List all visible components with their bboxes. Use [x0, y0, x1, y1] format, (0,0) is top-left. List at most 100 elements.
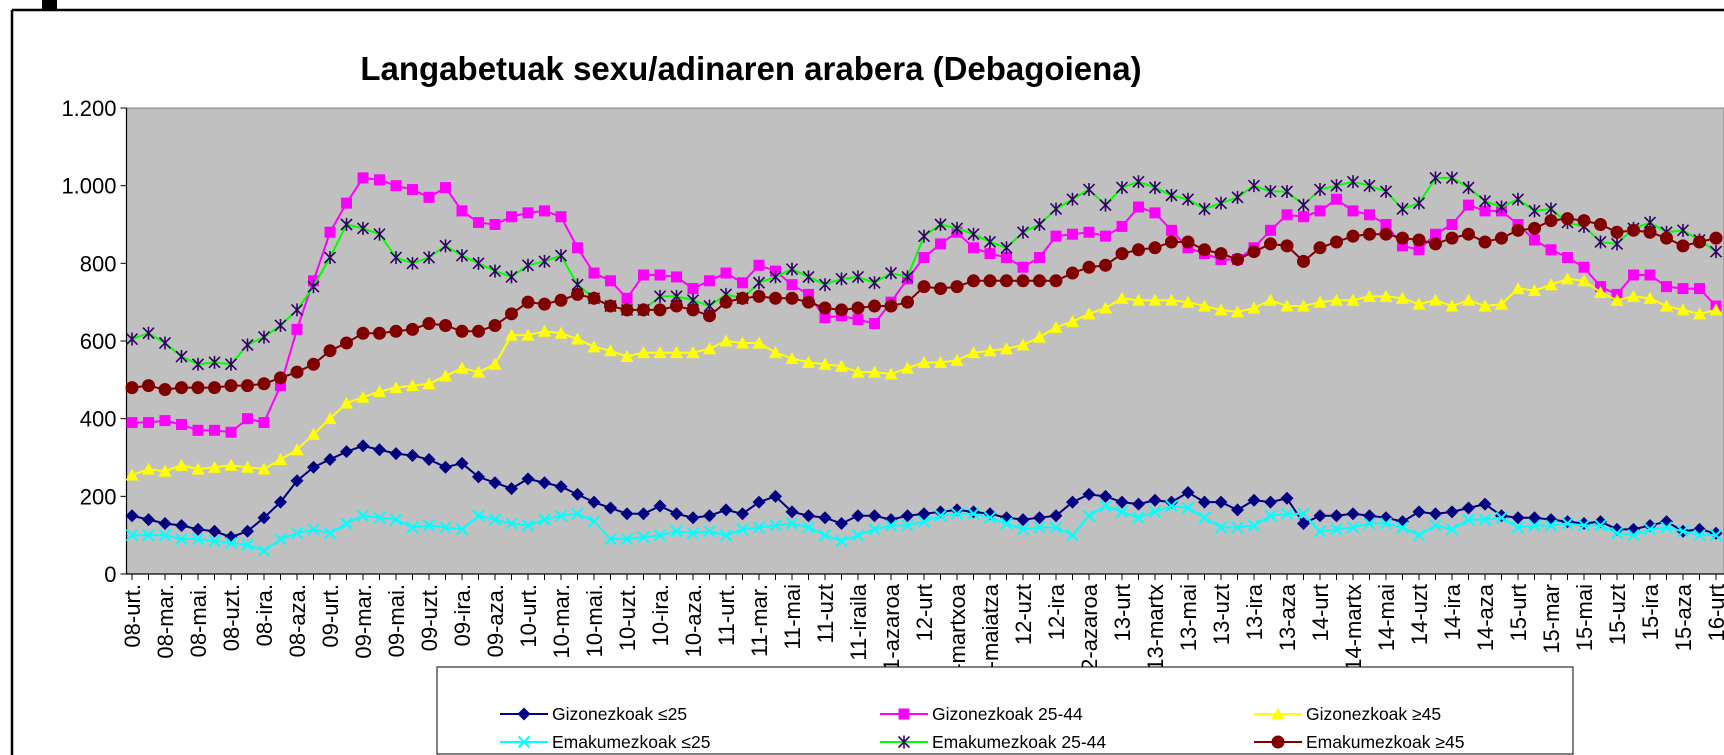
x-tick-label: 10-aza.: [681, 584, 706, 657]
point: [1346, 293, 1360, 306]
point: [1594, 285, 1607, 298]
point: [670, 525, 683, 538]
point: [1463, 199, 1474, 211]
point: [934, 509, 947, 522]
point: [440, 182, 451, 194]
point: [158, 383, 172, 397]
x-tick-label: 11-mai: [780, 584, 805, 650]
x-tick-label: 10-ira.: [648, 584, 673, 646]
point: [1363, 179, 1376, 193]
point: [868, 365, 881, 378]
point: [290, 303, 304, 317]
point: [275, 380, 286, 392]
point: [1049, 521, 1063, 534]
point: [1115, 291, 1129, 304]
point: [1280, 184, 1294, 198]
point: [374, 174, 385, 186]
point: [1132, 497, 1145, 511]
point: [456, 205, 468, 217]
point: [571, 332, 584, 345]
point: [1544, 214, 1558, 228]
x-tick-label: 08-uzt.: [219, 584, 244, 651]
point: [587, 340, 601, 353]
point: [703, 309, 716, 323]
point: [1709, 231, 1723, 245]
x-tick-label: 13-martx: [1143, 584, 1168, 671]
point: [901, 295, 914, 309]
point: [1115, 495, 1129, 509]
point: [538, 297, 551, 311]
point: [473, 217, 484, 229]
x-tick-label: 16-urt: [1704, 584, 1724, 641]
point: [968, 242, 979, 254]
point: [1396, 202, 1409, 216]
point: [1198, 511, 1211, 524]
point: [934, 355, 947, 368]
point: [884, 299, 898, 313]
point: [1066, 266, 1079, 280]
point: [538, 254, 551, 268]
point: [638, 269, 649, 281]
point: [125, 528, 139, 542]
point: [290, 365, 304, 379]
point: [439, 239, 452, 253]
x-tick-label: 08-ira.: [252, 584, 277, 646]
point: [1313, 295, 1327, 308]
point: [1544, 519, 1558, 532]
point: [1033, 511, 1046, 525]
point: [637, 507, 650, 521]
point: [1709, 526, 1723, 540]
point: [703, 525, 716, 538]
point: [539, 205, 550, 217]
point: [1562, 252, 1573, 264]
point: [1363, 517, 1376, 530]
point: [1545, 244, 1557, 256]
point: [1115, 181, 1129, 195]
point: [704, 275, 715, 287]
point: [1132, 511, 1145, 524]
point: [1412, 505, 1426, 519]
point: [290, 527, 304, 540]
point: [538, 476, 551, 490]
y-tick-label: 800: [80, 251, 117, 276]
point: [1247, 519, 1261, 532]
point: [1033, 330, 1046, 343]
point: [1676, 239, 1690, 253]
point: [1148, 505, 1162, 519]
point: [686, 511, 700, 525]
x-tick-label: 12-uzt: [1011, 584, 1036, 645]
point: [1561, 272, 1574, 285]
point: [621, 292, 633, 304]
point: [1693, 235, 1706, 249]
point: [1280, 491, 1294, 505]
point: [901, 519, 914, 532]
point: [208, 381, 221, 395]
point: [521, 295, 535, 309]
point: [1264, 495, 1277, 509]
point: [1066, 315, 1079, 328]
point: [703, 509, 716, 523]
point: [1363, 289, 1376, 302]
point: [720, 267, 732, 279]
point: [785, 505, 799, 519]
point: [340, 445, 353, 459]
point: [406, 521, 419, 534]
point: [1661, 281, 1672, 293]
point: [521, 328, 535, 341]
point: [769, 346, 782, 359]
x-tick-label: 11-mar.: [747, 584, 772, 657]
point: [983, 235, 997, 249]
point: [653, 303, 667, 317]
point: [950, 507, 964, 521]
point: [917, 515, 931, 528]
x-tick-label: 13-mai: [1176, 584, 1201, 651]
point: [455, 324, 469, 338]
point: [1346, 521, 1360, 534]
point: [1099, 198, 1112, 212]
point: [901, 509, 914, 523]
point: [1396, 231, 1409, 245]
point: [1511, 521, 1525, 534]
point: [1412, 297, 1426, 310]
point: [274, 318, 287, 332]
point: [1694, 283, 1705, 295]
